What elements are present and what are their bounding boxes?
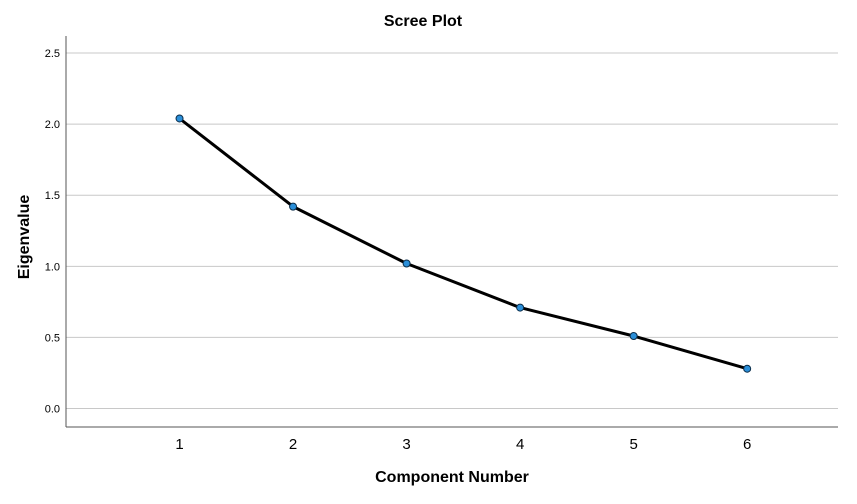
y-tick-label: 2.5 xyxy=(45,48,60,60)
x-tick-label: 5 xyxy=(629,436,637,453)
grid-lines xyxy=(66,52,838,410)
x-tick-label: 2 xyxy=(289,436,297,453)
axes xyxy=(65,36,838,428)
data-point xyxy=(516,303,525,312)
data-points xyxy=(175,114,752,373)
y-tick-label: 1.0 xyxy=(45,261,60,273)
data-point xyxy=(175,114,184,123)
x-tick-labels: 1 2 3 4 5 6 xyxy=(175,436,751,453)
x-tick-label: 1 xyxy=(175,436,183,453)
x-tick-label: 4 xyxy=(516,436,524,453)
y-axis-title: Eigenvalue xyxy=(16,195,33,280)
y-tick-label: 1.5 xyxy=(45,190,60,202)
y-tick-label: 0.0 xyxy=(45,404,60,416)
x-tick-label: 6 xyxy=(743,436,751,453)
data-point xyxy=(402,259,411,268)
x-axis-title: Component Number xyxy=(375,469,529,486)
chart-title: Scree Plot xyxy=(384,13,463,30)
y-tick-labels: 0.0 0.5 1.0 1.5 2.0 2.5 xyxy=(45,48,60,415)
data-point xyxy=(629,332,638,341)
y-tick-label: 0.5 xyxy=(45,332,60,344)
x-tick-label: 3 xyxy=(402,436,410,453)
y-tick-label: 2.0 xyxy=(45,119,60,131)
data-point xyxy=(289,202,298,211)
data-point xyxy=(743,364,752,373)
eigenvalue-line xyxy=(178,117,749,371)
